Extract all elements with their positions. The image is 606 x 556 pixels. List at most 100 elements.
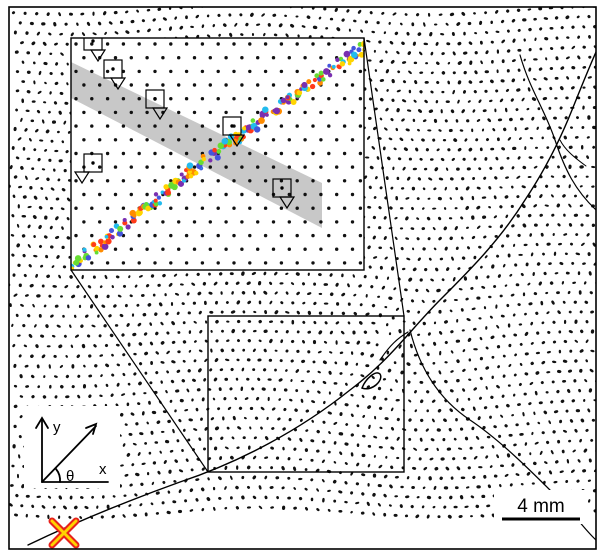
lattice-dot <box>506 303 510 308</box>
lattice-dot <box>344 500 348 504</box>
lattice-dot <box>538 401 543 405</box>
lattice-dot <box>423 167 428 171</box>
lattice-dot <box>407 51 411 56</box>
lattice-dot <box>587 76 592 79</box>
lattice-dot <box>166 370 169 374</box>
lattice-dot <box>317 370 321 374</box>
lattice-dot <box>36 495 41 498</box>
lattice-dot <box>406 309 410 313</box>
lattice-dot <box>516 175 521 179</box>
lattice-dot <box>418 457 422 461</box>
lattice-dot <box>470 515 473 518</box>
crack-point <box>157 201 163 206</box>
inset-lattice-dot <box>232 42 236 46</box>
lattice-dot <box>572 281 577 284</box>
lattice-dot <box>173 480 177 483</box>
lattice-dot <box>506 404 510 408</box>
lattice-dot <box>574 339 579 343</box>
lattice-dot <box>395 307 400 311</box>
lattice-dot <box>406 362 411 366</box>
lattice-dot <box>285 369 288 372</box>
inset-lattice-dot <box>113 110 118 115</box>
lattice-dot <box>378 206 382 210</box>
lattice-dot <box>187 369 191 373</box>
inset-lattice-dot <box>192 56 197 60</box>
lattice-dot <box>365 293 368 298</box>
lattice-dot <box>88 354 92 358</box>
lattice-dot <box>263 290 268 295</box>
lattice-dot <box>127 382 131 386</box>
crack-point <box>82 247 87 252</box>
lattice-dot <box>372 512 376 516</box>
lattice-dot <box>592 145 596 149</box>
lattice-dot <box>302 282 305 286</box>
lattice-dot <box>384 397 388 401</box>
lattice-dot <box>295 15 299 18</box>
inset-connector-lines <box>70 37 405 473</box>
inset-lattice-dot <box>271 165 276 169</box>
inset-lattice-dot <box>208 247 212 251</box>
lattice-dot <box>220 436 224 440</box>
lattice-dot <box>105 363 110 368</box>
inset-lattice-dot <box>153 261 157 265</box>
lattice-dot <box>327 450 331 454</box>
lattice-dot <box>69 495 73 500</box>
lattice-dot <box>388 332 392 336</box>
lattice-dot <box>274 310 279 315</box>
lattice-dot <box>184 499 188 503</box>
lattice-dot <box>128 432 133 436</box>
lattice-dot <box>457 41 462 46</box>
lattice-dot <box>21 215 27 218</box>
lattice-dot <box>290 339 295 344</box>
lattice-dot <box>571 261 575 265</box>
lattice-dot <box>438 236 442 241</box>
lattice-dot <box>410 138 414 142</box>
lattice-dot <box>307 330 312 334</box>
lattice-dot <box>46 274 50 278</box>
lattice-dot <box>48 158 52 162</box>
lattice-dot <box>371 303 376 308</box>
lattice-dot <box>535 242 539 247</box>
lattice-dot <box>390 186 394 190</box>
lattice-dot <box>410 504 414 509</box>
lattice-dot <box>538 471 541 475</box>
inset-lattice-dot <box>169 97 173 101</box>
lattice-dot <box>585 175 589 178</box>
lattice-dot <box>543 410 548 415</box>
lattice-dot <box>241 291 246 295</box>
lattice-dot <box>511 224 515 228</box>
lattice-dot <box>562 155 567 159</box>
lattice-dot <box>587 95 592 100</box>
lattice-dot <box>504 473 509 477</box>
lattice-dot <box>499 166 504 170</box>
lattice-dot <box>377 484 382 488</box>
lattice-dot <box>279 282 284 285</box>
lattice-dot <box>528 67 532 72</box>
lattice-dot <box>422 187 426 191</box>
lattice-dot <box>552 320 556 324</box>
lattice-dot <box>507 137 512 141</box>
lattice-dot <box>76 354 80 358</box>
lattice-dot <box>479 147 483 152</box>
lattice-dot <box>302 340 305 344</box>
lattice-dot <box>198 349 203 353</box>
crack-point <box>198 159 204 166</box>
lattice-dot <box>237 339 240 343</box>
lattice-dot <box>61 188 66 192</box>
lattice-dot <box>555 460 559 464</box>
lattice-dot <box>502 263 506 268</box>
lattice-dot <box>438 13 443 16</box>
lattice-dot <box>541 431 545 435</box>
lattice-dot <box>419 437 423 442</box>
lattice-dot <box>483 235 487 239</box>
lattice-dot <box>384 256 388 260</box>
lattice-dot <box>49 206 54 210</box>
lattice-dot <box>155 351 159 355</box>
lattice-dot <box>510 204 514 208</box>
inset-lattice-dot <box>271 83 276 87</box>
lattice-dot <box>573 213 579 217</box>
lattice-dot <box>108 21 113 25</box>
lattice-dot <box>219 272 223 276</box>
lattice-dot <box>379 426 383 430</box>
lattice-dot <box>41 22 46 26</box>
